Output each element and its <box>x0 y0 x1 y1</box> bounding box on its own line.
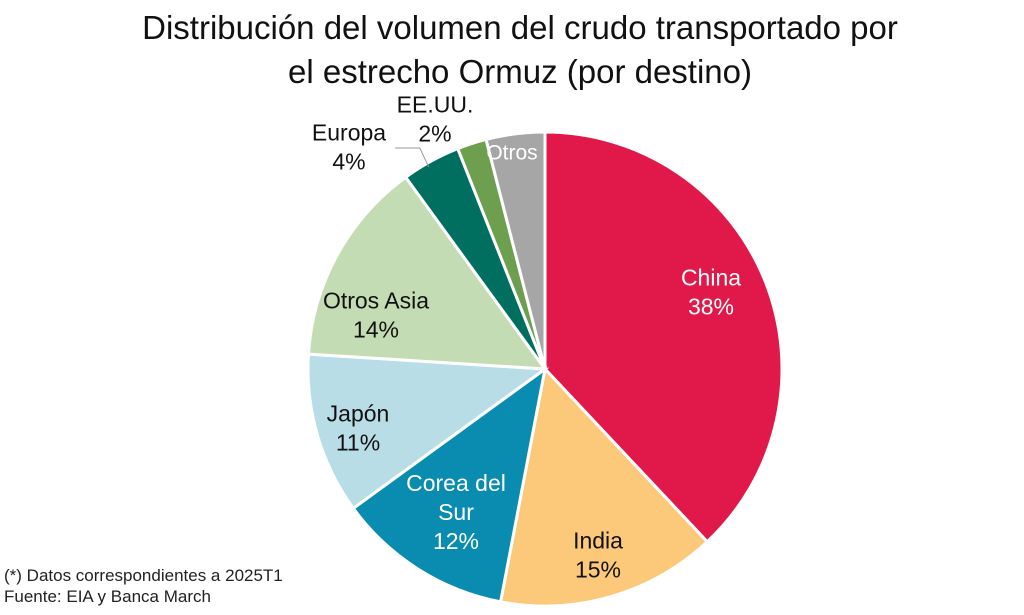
data-label-value-jap-n: 11% <box>336 430 380 456</box>
leader-line-europa <box>395 147 430 168</box>
data-label-india: India <box>573 528 623 554</box>
data-label-value-ee-uu-: 2% <box>418 121 451 147</box>
data-label-value-corea-del-sur: 12% <box>433 528 479 554</box>
chart-title-line-1: Distribución del volumen del crudo trans… <box>142 9 898 46</box>
footnote-source: Fuente: EIA y Banca March <box>4 587 211 606</box>
footnote-note: (*) Datos correspondientes a 2025T1 <box>4 566 283 585</box>
data-label-jap-n: Japón <box>327 401 390 427</box>
pie-slice-otros-asia <box>306 175 549 371</box>
chart-title: Distribución del volumen del crudo trans… <box>130 6 910 94</box>
data-label-europa: Europa <box>312 120 386 146</box>
data-label-value-otros-asia: 14% <box>353 317 399 343</box>
data-label-otros-asia: Otros Asia <box>323 288 429 314</box>
pie-slice-otros <box>484 130 547 370</box>
pie-slice-china <box>543 130 784 544</box>
data-label-corea-del-sur: Sur <box>438 499 474 525</box>
chart-title-line-2: el estrecho Ormuz (por destino) <box>287 53 752 90</box>
data-label-value-india: 15% <box>575 557 621 583</box>
data-label-china: China <box>681 265 741 291</box>
pie-slice-india <box>498 365 710 608</box>
data-label-corea-del-sur: Corea del <box>406 470 506 496</box>
data-label-otros: Otros <box>486 142 537 165</box>
data-label-ee-uu-: EE.UU. <box>397 92 474 118</box>
data-label-value-europa: 4% <box>332 149 365 175</box>
data-label-value-china: 38% <box>688 294 734 320</box>
pie-slice-corea-del-sur <box>351 365 548 604</box>
pie-slice-jap-n <box>306 352 550 511</box>
